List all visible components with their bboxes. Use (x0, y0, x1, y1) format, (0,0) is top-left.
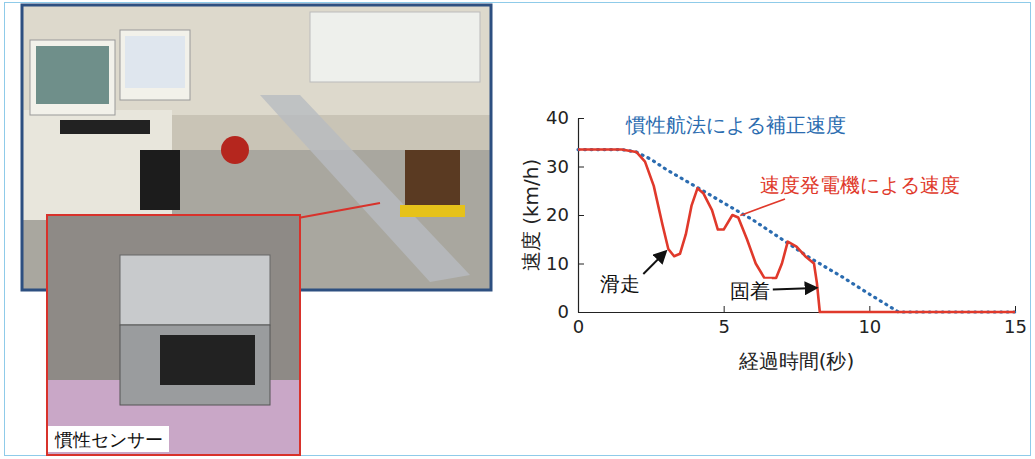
x-tick-label: 10 (858, 316, 881, 337)
inset-pointer (298, 203, 380, 218)
y-tick-mark (578, 215, 584, 216)
y-tick-label: 30 (546, 156, 569, 177)
legend: 慣性航法による補正速度速度発電機による速度 (625, 113, 960, 215)
outer-frame (5, 3, 1031, 456)
inset-device-front (120, 325, 270, 405)
photo-window (310, 12, 480, 82)
annotations: 滑走 固着 (598, 252, 815, 303)
x-tick-label: 15 (1004, 316, 1027, 337)
series-line (578, 150, 1015, 312)
x-axis-title: 経過時間(秒) (738, 349, 855, 373)
photo-screen-1 (36, 46, 109, 104)
annotation-background (728, 279, 772, 303)
y-tick: 20 (546, 204, 584, 225)
annotation-label: 固着 (730, 279, 770, 303)
y-tick: 30 (546, 156, 584, 177)
annotation-arrow (643, 252, 665, 274)
canvas: 慣性センサー 0 5 10 15 0 10 20 30 40 経過時間(秒) 速度 (km/h) 慣性航… (0, 0, 1035, 459)
photo-cable-reel (221, 136, 249, 164)
x-tick-label: 0 (573, 316, 584, 337)
photo-keyboard (60, 120, 150, 134)
photo-monitor-1 (30, 40, 115, 115)
x-tick-label: 5 (718, 316, 729, 337)
x-tick-mark (724, 306, 725, 312)
y-tick-label: 10 (546, 253, 569, 274)
inset-device-top (120, 255, 270, 325)
legend-label: 速度発電機による速度 (760, 173, 960, 197)
y-tick-mark (578, 312, 584, 313)
annotation-label: 滑走 (600, 272, 640, 296)
x-tick: 5 (718, 306, 729, 337)
inset-photo (47, 215, 300, 455)
photo-monitor-2 (120, 30, 190, 100)
y-tick-label: 0 (558, 301, 569, 322)
photo-wall (22, 5, 491, 115)
x-tick: 10 (858, 306, 881, 337)
y-tick-mark (578, 264, 584, 265)
y-tick: 0 (558, 301, 584, 322)
y-tick: 10 (546, 253, 584, 274)
chart: 0 5 10 15 0 10 20 30 40 経過時間(秒) 速度 (km/h) 慣性航法による補正… (519, 107, 1027, 373)
y-tick: 40 (546, 107, 584, 128)
photo-screen-2 (125, 36, 185, 88)
legend-label: 慣性航法による補正速度 (625, 113, 846, 137)
y-axis: 0 10 20 30 40 (546, 107, 584, 322)
y-tick-label: 20 (546, 204, 569, 225)
y-tick-label: 40 (546, 107, 569, 128)
photo-pc (140, 150, 180, 210)
annotation-arrow (773, 288, 816, 290)
y-tick-mark (578, 118, 584, 119)
x-axis: 0 5 10 15 (573, 306, 1027, 337)
inset-device-opening (160, 335, 255, 385)
photo-box-base (400, 205, 465, 217)
photo-panel: 慣性センサー (22, 5, 491, 455)
annotation-background (598, 272, 642, 296)
inset-label-background (48, 426, 169, 452)
inset-label: 慣性センサー (54, 429, 163, 450)
photo-box (405, 150, 460, 210)
y-axis-title: 速度 (km/h) (519, 159, 543, 271)
legend-leader (740, 199, 785, 215)
y-tick-mark (578, 167, 584, 168)
inset-frame (47, 215, 300, 455)
plot-area (578, 150, 1015, 312)
series-line (578, 150, 1015, 312)
